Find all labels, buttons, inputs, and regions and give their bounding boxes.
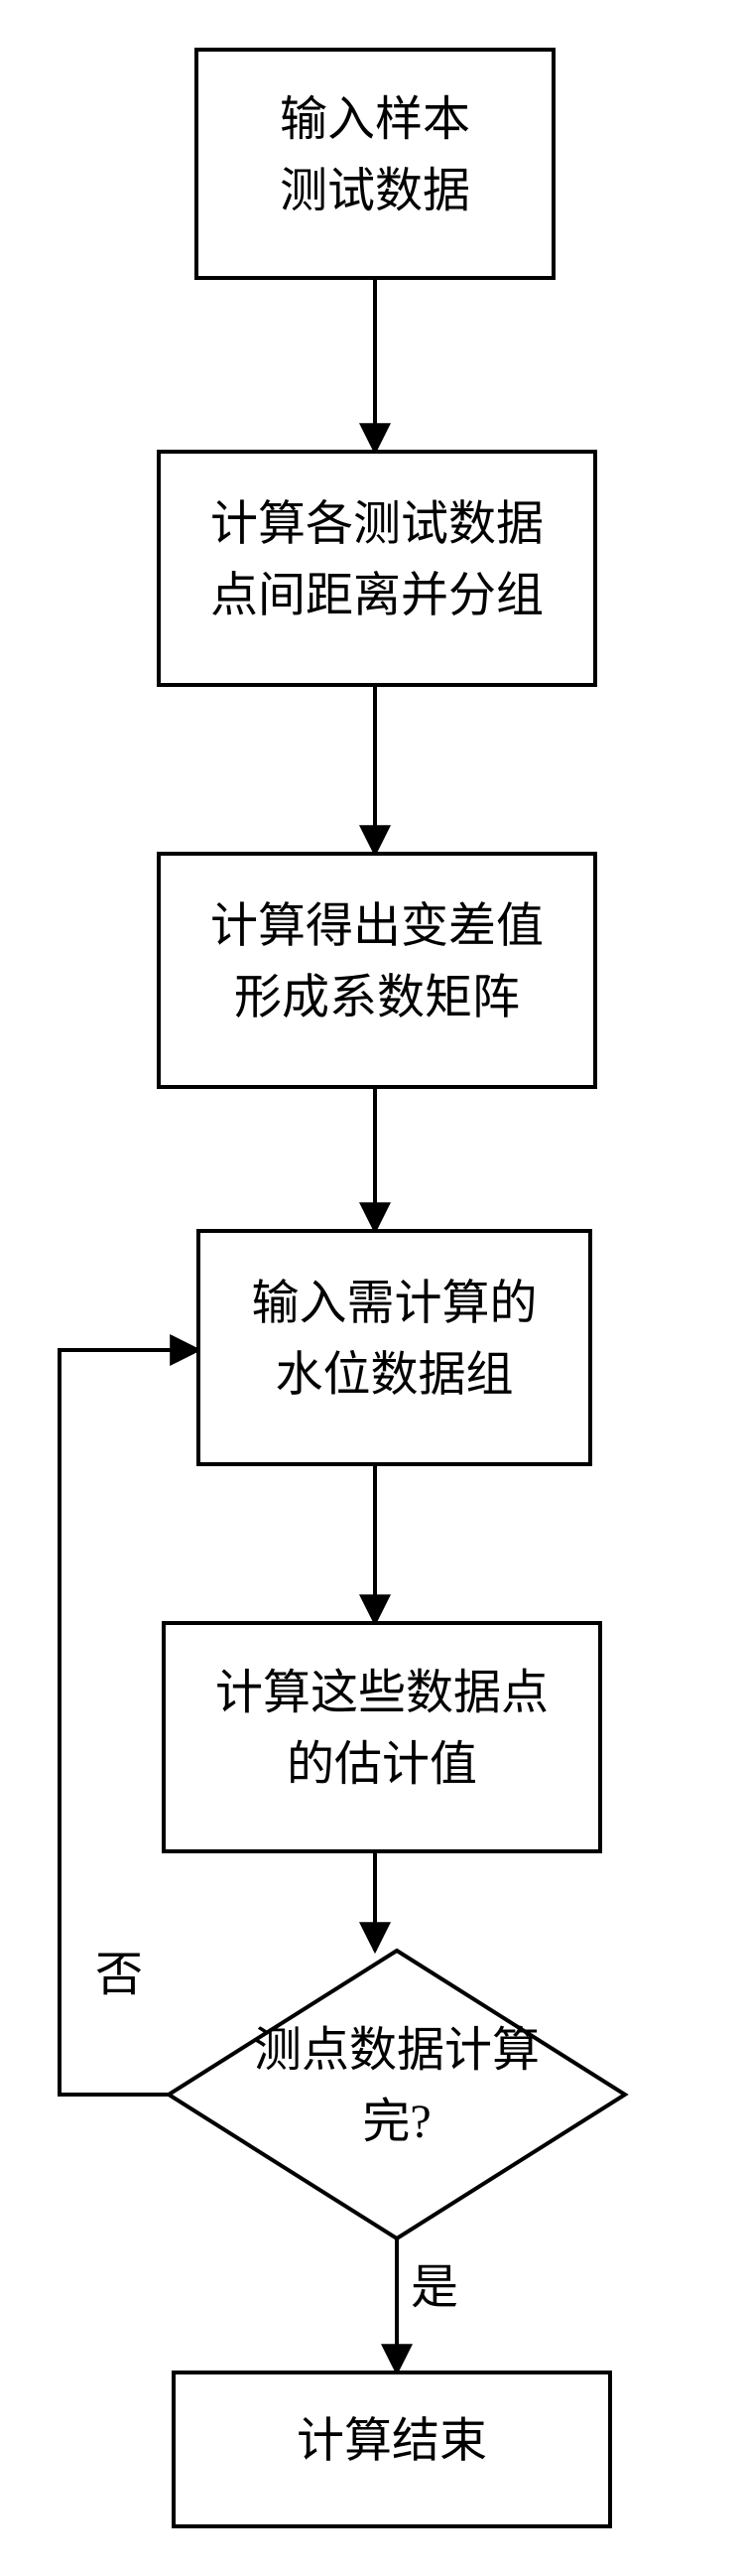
edge-label-n6-n4: 否 (95, 1949, 143, 2001)
node-n2: 计算各测试数据点间距离并分组 (159, 452, 595, 685)
node-n3: 计算得出变差值形成系数矩阵 (159, 854, 595, 1087)
node-n5-line-0: 计算这些数据点 (215, 1667, 549, 1719)
node-n6-line-1: 完? (362, 2096, 431, 2148)
node-n6-line-0: 测点数据计算 (254, 2024, 540, 2077)
node-n2-line-0: 计算各测试数据 (210, 498, 544, 551)
node-n6: 测点数据计算完? (169, 1951, 625, 2238)
node-n3-line-0: 计算得出变差值 (210, 900, 544, 953)
node-n1-line-0: 输入样本 (280, 93, 470, 146)
node-n1-line-1: 测试数据 (280, 165, 470, 217)
node-n3-line-1: 形成系数矩阵 (234, 972, 520, 1024)
node-n4-line-1: 水位数据组 (275, 1349, 513, 1402)
nodes-layer: 输入样本测试数据计算各测试数据点间距离并分组计算得出变差值形成系数矩阵输入需计算… (159, 50, 625, 2526)
node-n1: 输入样本测试数据 (196, 50, 554, 278)
node-n4-line-0: 输入需计算的 (251, 1278, 537, 1330)
node-n5-line-1: 的估计值 (287, 1738, 477, 1791)
node-n5: 计算这些数据点的估计值 (164, 1623, 600, 1851)
node-n4: 输入需计算的水位数据组 (198, 1231, 590, 1464)
node-n7-line-0: 计算结束 (297, 2415, 487, 2468)
edge-label-n6-n7: 是 (411, 2261, 458, 2314)
node-n7: 计算结束 (174, 2373, 610, 2526)
node-n2-line-1: 点间距离并分组 (210, 570, 544, 622)
